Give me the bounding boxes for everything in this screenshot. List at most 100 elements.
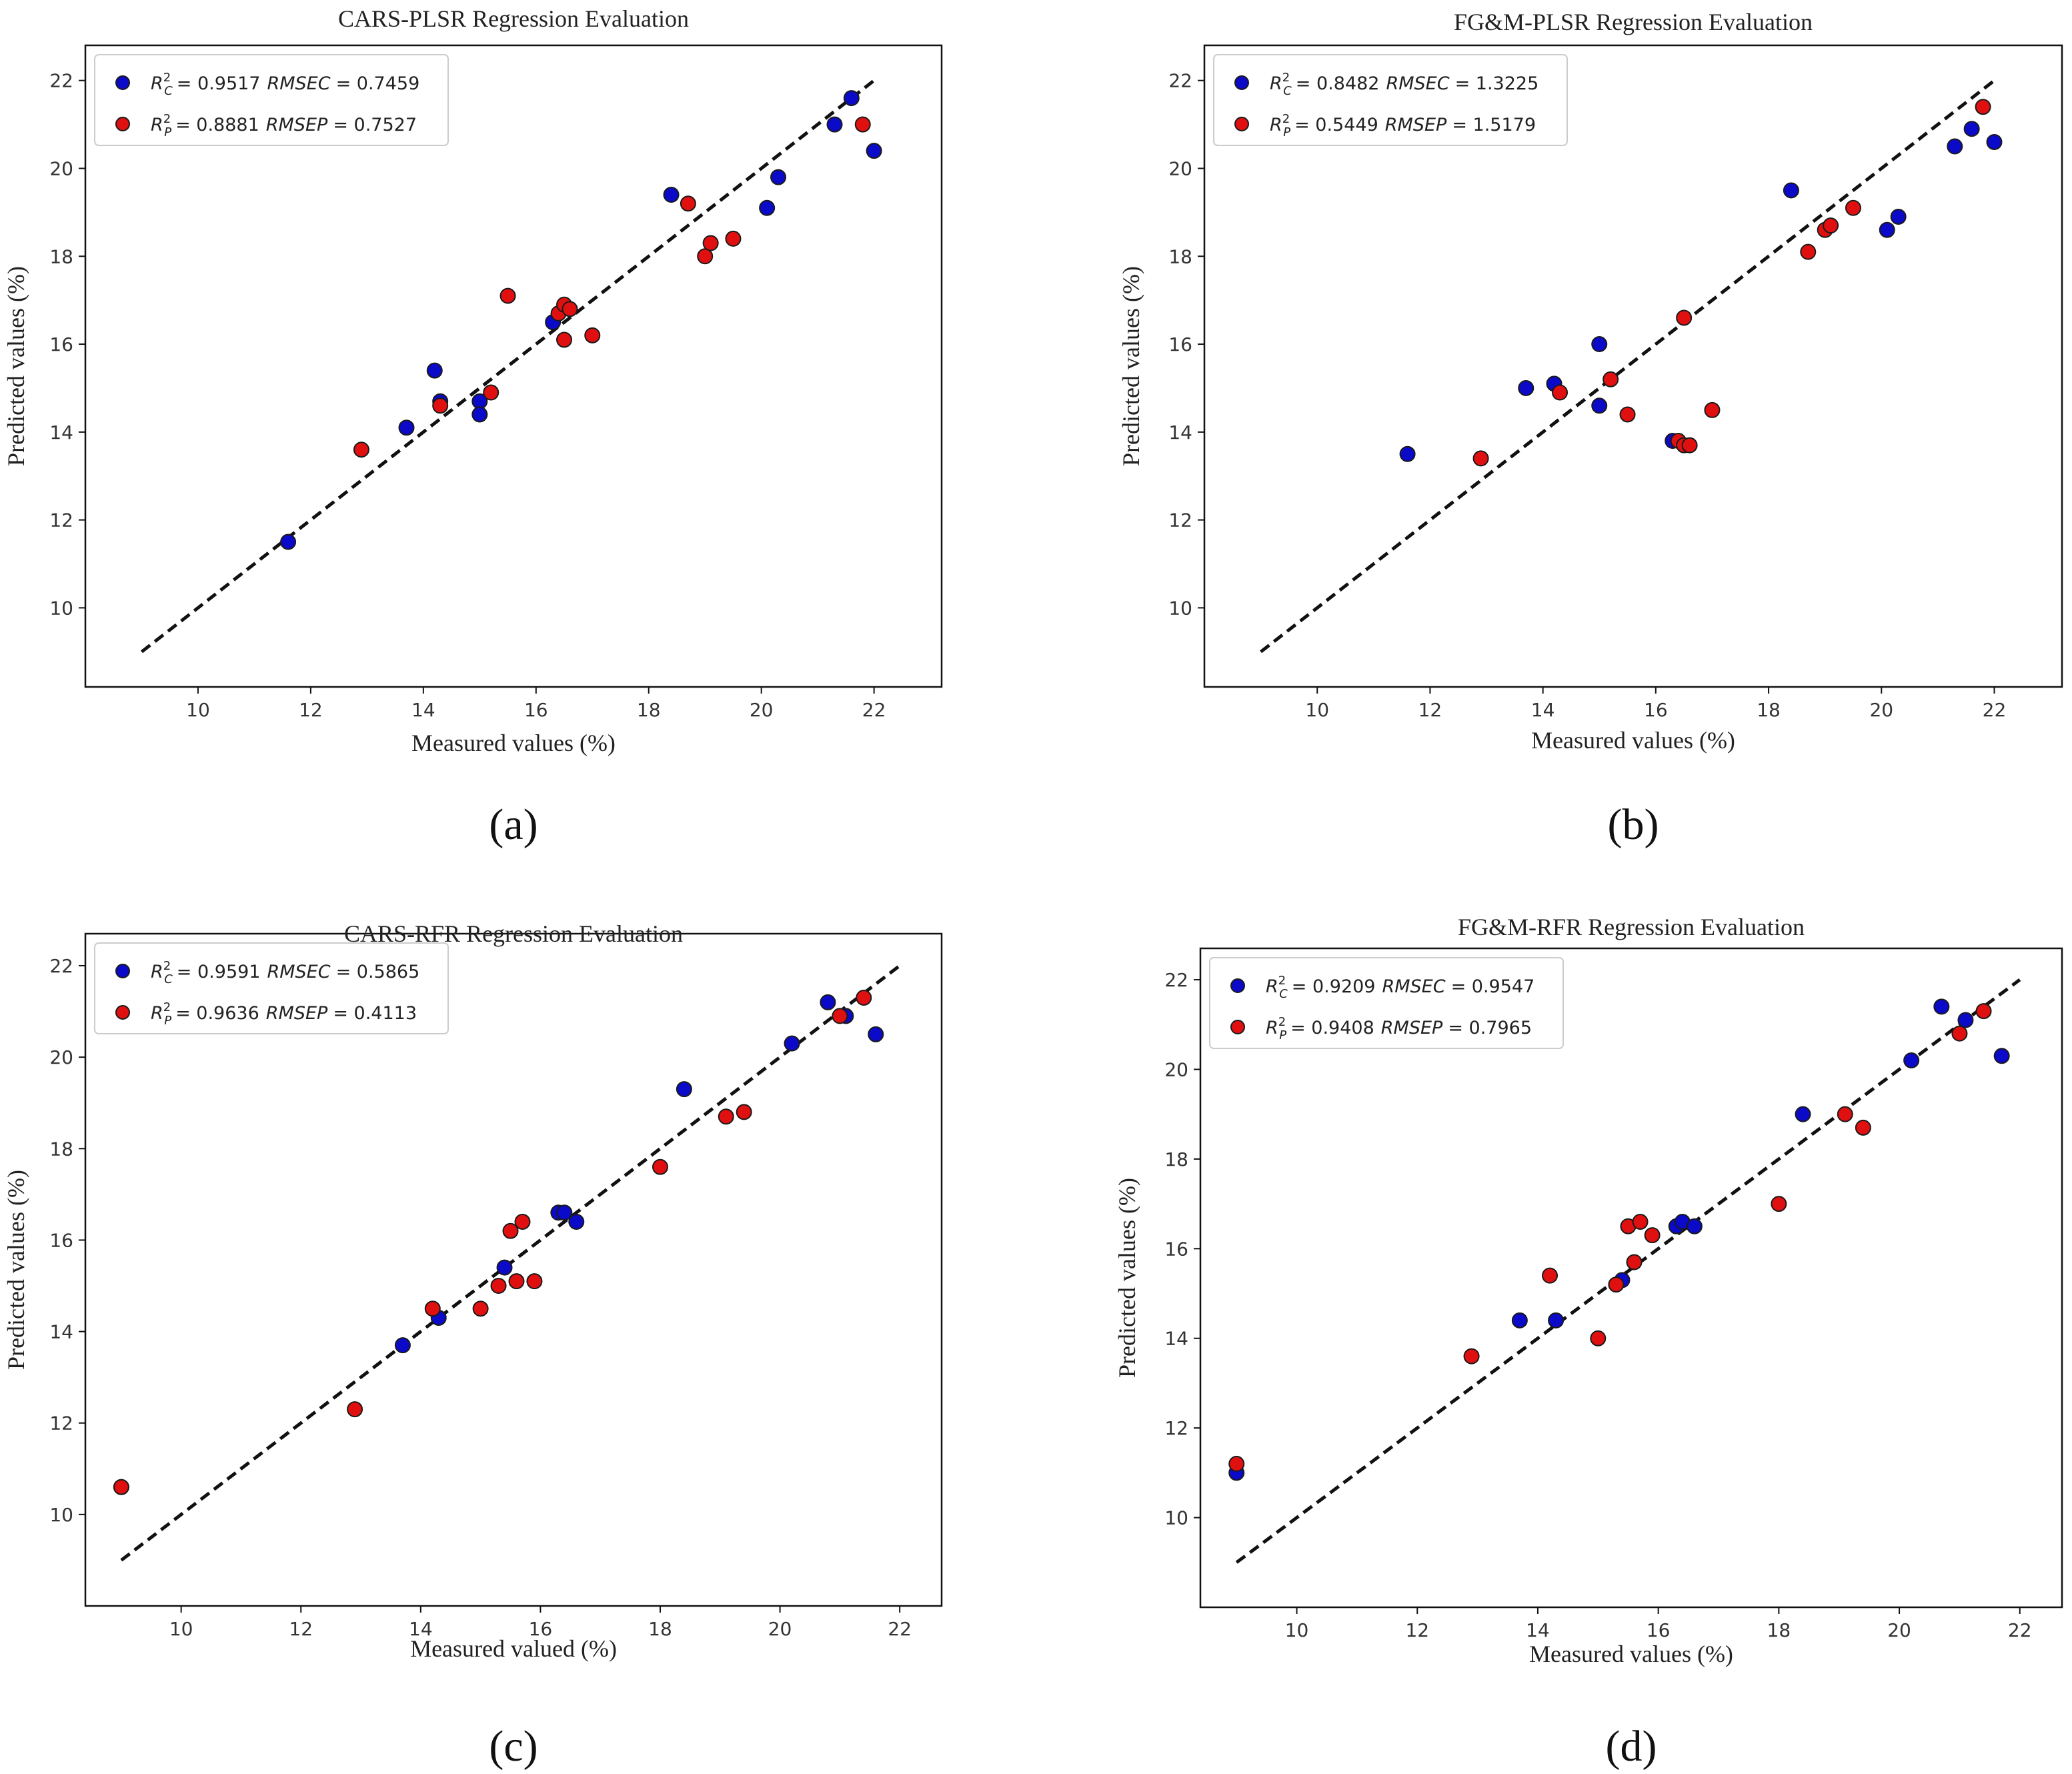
y-axis-label: Predicted values (%)	[1118, 266, 1144, 466]
prediction-point	[1632, 1213, 1649, 1230]
calibration-point	[1783, 182, 1799, 199]
x-tick-label: 12	[1418, 699, 1442, 721]
prediction-point	[1552, 384, 1569, 401]
x-tick-label: 10	[1285, 1619, 1309, 1641]
prediction-point	[1704, 401, 1721, 418]
calibration-point	[1963, 121, 1980, 137]
calibration-point	[843, 90, 860, 107]
prediction-point	[556, 331, 573, 348]
prediction-point	[490, 1278, 507, 1294]
x-tick-label: 18	[1757, 699, 1781, 721]
legend-entry-prediction: R2 P = 0.5449 RMSEP = 1.5179	[1270, 112, 1536, 139]
prediction-point	[1676, 309, 1693, 326]
prediction-point	[1681, 437, 1698, 454]
legend-box	[1209, 957, 1564, 1049]
chart-title: FG&M-PLSR Regression Evaluation	[1454, 9, 1813, 35]
y-tick-label: 22	[49, 70, 73, 92]
prediction-point	[736, 1104, 752, 1120]
prediction-point	[347, 1401, 363, 1418]
prediction-point	[1626, 1254, 1643, 1270]
legend: R2 C = 0.9517 RMSEC = 0.7459 R2 P = 0.8881 RMSEP…	[94, 54, 449, 146]
x-tick-label: 10	[1305, 699, 1329, 721]
series-calibration	[280, 90, 882, 550]
x-axis-label: Measured valued (%)	[410, 1635, 617, 1662]
x-axis-label: Measured values (%)	[411, 730, 616, 756]
series-prediction	[353, 116, 871, 458]
prediction-point	[718, 1108, 734, 1125]
calibration-point	[394, 1337, 411, 1354]
calibration-point	[1591, 397, 1608, 414]
prediction-point	[697, 248, 714, 265]
prediction-point	[854, 116, 871, 133]
calibration-point	[1879, 221, 1895, 238]
x-tick-label: 10	[186, 699, 210, 721]
prediction-point	[1823, 217, 1839, 234]
y-tick-label: 14	[49, 421, 73, 444]
calibration-point	[426, 362, 443, 379]
calibration-point	[1795, 1106, 1811, 1122]
y-tick-label: 14	[49, 1321, 73, 1343]
x-tick-label: 16	[1644, 699, 1668, 721]
legend: R2 C = 0.9591 RMSEC = 0.5865 R2 P = 0.9636 RMSEP…	[94, 942, 449, 1034]
legend-entry-prediction: R2 P = 0.9636 RMSEP = 0.4113	[151, 1000, 417, 1028]
prediction-point	[1837, 1106, 1853, 1122]
calibration-point	[759, 199, 776, 216]
calibration-point	[1511, 1312, 1528, 1328]
y-tick-label: 22	[49, 955, 73, 977]
prediction-point	[502, 1222, 519, 1239]
x-tick-label: 20	[750, 699, 774, 721]
legend-marker-calibration	[1234, 75, 1249, 90]
legend-entry-prediction: R2 P = 0.8881 RMSEP = 0.7527	[151, 112, 417, 139]
y-tick-label: 16	[49, 1229, 73, 1251]
prediction-point	[1542, 1267, 1559, 1284]
prediction-point	[472, 1300, 489, 1317]
prediction-point	[652, 1158, 668, 1175]
calibration-point	[663, 187, 680, 203]
prediction-point	[725, 230, 742, 247]
x-tick-label: 22	[2008, 1619, 2032, 1641]
prediction-point	[1463, 1348, 1480, 1365]
y-tick-label: 18	[1168, 245, 1192, 267]
prediction-point	[514, 1214, 531, 1230]
y-tick-label: 10	[49, 1504, 73, 1526]
series-prediction	[1472, 99, 1991, 467]
x-tick-label: 12	[299, 699, 323, 721]
calibration-point	[820, 994, 836, 1010]
chart-panel-d: FG&M-RFR Regression Evaluation 10 12 14 16 18…	[1114, 914, 2063, 1771]
prediction-point	[1644, 1227, 1661, 1244]
y-tick-label: 18	[1164, 1148, 1188, 1170]
prediction-point	[1975, 99, 1991, 115]
calibration-point	[770, 169, 787, 185]
legend-entry-calibration: R2 C = 0.9209 RMSEC = 0.9547	[1266, 974, 1534, 1001]
ideal-fit-line	[1235, 978, 2021, 1564]
x-tick-label: 18	[648, 1618, 672, 1640]
prediction-point	[1845, 199, 1861, 216]
calibration-point	[1686, 1218, 1703, 1234]
series-prediction	[113, 990, 872, 1495]
legend-entry-calibration: R2 C = 0.8482 RMSEC = 1.3225	[1270, 71, 1538, 98]
y-tick-label: 12	[1168, 510, 1192, 532]
x-tick-label: 12	[289, 1618, 313, 1640]
prediction-point	[1800, 243, 1817, 260]
x-tick-label: 14	[1531, 699, 1555, 721]
y-tick-label: 12	[49, 510, 73, 532]
x-tick-label: 10	[169, 1618, 193, 1640]
y-tick-label: 10	[1164, 1507, 1188, 1529]
calibration-point	[1993, 1048, 2010, 1064]
prediction-point	[1228, 1455, 1245, 1472]
y-tick-label: 22	[1168, 70, 1192, 92]
y-tick-label: 16	[1164, 1238, 1188, 1260]
x-axis-label: Measured values (%)	[1531, 727, 1735, 754]
calibration-point	[1518, 379, 1534, 396]
prediction-point	[856, 990, 872, 1006]
prediction-point	[113, 1479, 129, 1495]
y-tick-label: 18	[49, 245, 73, 267]
y-tick-label: 20	[1168, 157, 1192, 179]
prediction-point	[1590, 1330, 1607, 1347]
plot-frame	[84, 44, 943, 688]
panel-label: (d)	[1606, 1722, 1657, 1771]
calibration-point	[1903, 1052, 1920, 1069]
prediction-point	[1603, 371, 1619, 387]
